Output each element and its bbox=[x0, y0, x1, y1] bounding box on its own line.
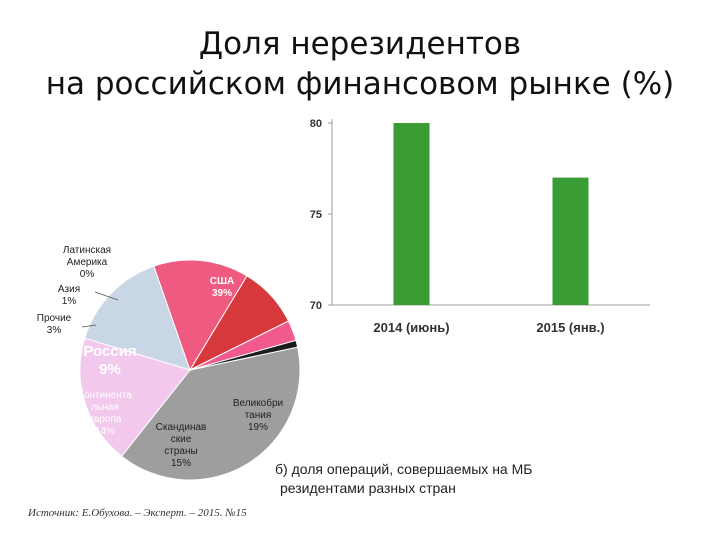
bar bbox=[552, 177, 589, 305]
pie-slice-asia bbox=[189, 339, 299, 371]
pie-label-line: 39% bbox=[212, 288, 232, 299]
pie-slice-uk bbox=[79, 337, 191, 457]
bar-y-tick-label: 80 bbox=[310, 118, 322, 130]
pie-label-line: Азия bbox=[58, 284, 80, 295]
leader-line bbox=[81, 324, 97, 328]
pie-label-line: 15% bbox=[171, 458, 191, 469]
pie-caption: б) доля операций, совершаемых на МБ рези… bbox=[275, 460, 575, 498]
pie-label-line: Латинская bbox=[63, 245, 111, 256]
pie-label-russia: Россия 9% bbox=[83, 343, 136, 378]
pie-label-line: Прочие bbox=[37, 313, 72, 324]
pie-slice-cont_europe bbox=[153, 259, 248, 372]
title-line-1: Доля нерезидентов bbox=[198, 26, 522, 62]
pie-label-line: Великобри bbox=[233, 397, 283, 409]
pie-label-line: 0% bbox=[80, 269, 95, 280]
pie-label-cont_europe: Континента льная европа 14% bbox=[78, 390, 132, 437]
pie-label-line: европа bbox=[89, 414, 122, 425]
pie-label-line: Скандинав bbox=[156, 422, 207, 433]
pie-slice-scandinavia bbox=[84, 265, 191, 371]
pie-chart: США 39% Великобри тания 19% Скандинав ские стра… bbox=[37, 245, 301, 481]
bar-y-tick-label: 70 bbox=[310, 300, 322, 312]
pie-label-line: тания bbox=[245, 410, 272, 421]
bar-y-tick-label: 75 bbox=[310, 209, 322, 221]
title-line-2: на российском финансовом рынке (%) bbox=[45, 66, 675, 102]
pie-label-line: страны bbox=[164, 446, 197, 457]
pie-label-line: Америка bbox=[67, 257, 108, 268]
pie-label-line: льная bbox=[91, 402, 119, 413]
leader-line bbox=[94, 291, 119, 301]
bar-category-label: 2014 (июнь) bbox=[373, 320, 449, 335]
pie-label-line: 14% bbox=[95, 426, 115, 437]
pie-label-line: 9% bbox=[99, 361, 121, 378]
slide-title: Доля нерезидентов на российском финансов… bbox=[0, 24, 720, 104]
pie-label-scandinavia: Скандинав ские страны 15% bbox=[156, 422, 207, 469]
bar-category-label: 2015 (янв.) bbox=[536, 320, 604, 335]
pie-label-line: 19% bbox=[248, 422, 268, 433]
pie-label-line: 1% bbox=[62, 296, 77, 307]
pie-label-other: Прочие 3% bbox=[37, 313, 72, 336]
caption-line-1: б) доля операций, совершаемых на МБ bbox=[275, 461, 533, 477]
pie-label-line: Континента bbox=[78, 390, 132, 401]
pie-label-uk: Великобри тания 19% bbox=[233, 397, 283, 433]
pie-label-line: 3% bbox=[47, 325, 62, 336]
pie-label-asia: Азия 1% bbox=[58, 284, 80, 307]
bar-chart: 70 75 80 2014 (июнь) 2015 (янв.) bbox=[310, 118, 650, 335]
pie-slice-usa bbox=[120, 346, 301, 481]
pie-label-usa: США 39% bbox=[210, 276, 235, 299]
pie-label-line: США bbox=[210, 276, 235, 287]
pie-label-latam: Латинская Америка 0% bbox=[63, 245, 111, 280]
pie-label-line: ские bbox=[171, 434, 192, 445]
caption-line-2: резидентами разных стран bbox=[280, 480, 456, 496]
source-note: Источник: Е.Обухова. – Эксперт. – 2015. … bbox=[28, 507, 247, 519]
pie-label-line: Россия bbox=[83, 343, 136, 360]
bar bbox=[393, 123, 430, 305]
